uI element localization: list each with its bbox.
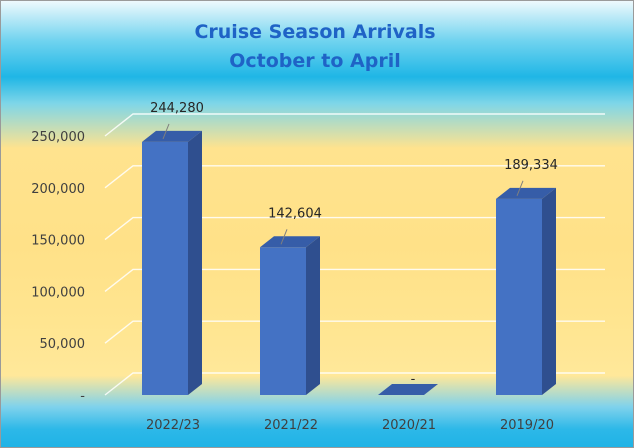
bar-2022-23: [142, 130, 202, 396]
y-axis-ticks: - 50,000 100,000 150,000 200,000 250,000: [31, 130, 85, 404]
y-tick-label: 50,000: [40, 337, 86, 352]
bar-side: [188, 130, 202, 396]
chart-subtitle: October to April: [229, 50, 400, 72]
gridline: [104, 113, 605, 137]
x-axis-ticks: 2022/23 2021/22 2020/21 2019/20: [146, 418, 554, 433]
gridline: [104, 268, 605, 292]
y-tick-label: 100,000: [31, 285, 85, 300]
data-label: 189,334: [504, 158, 558, 173]
data-label: 244,280: [150, 101, 204, 116]
bar-front: [496, 198, 542, 395]
bars: [142, 130, 556, 396]
gridlines: [104, 113, 605, 396]
gridline: [104, 372, 605, 396]
x-tick-label: 2021/22: [264, 418, 318, 433]
leader-line: [162, 123, 170, 140]
gridline: [104, 165, 605, 189]
bar-front: [260, 247, 306, 395]
leader-line: [280, 229, 288, 245]
data-label: 142,604: [268, 206, 322, 221]
bar-2019-20: [496, 187, 556, 395]
bar-2020-21: [378, 384, 438, 395]
x-tick-label: 2020/21: [382, 418, 436, 433]
data-label: -: [411, 372, 416, 387]
chart-title: Cruise Season Arrivals: [194, 21, 435, 43]
data-labels: 244,280 142,604 - 189,334: [150, 101, 558, 387]
bar-2021-22: [260, 236, 320, 395]
bar-top: [260, 236, 320, 248]
x-tick-label: 2019/20: [500, 418, 554, 433]
x-tick-label: 2022/23: [146, 418, 200, 433]
bar-top: [496, 187, 556, 199]
y-tick-label: 200,000: [31, 182, 85, 197]
gridline: [104, 216, 605, 241]
bar-side: [306, 236, 320, 395]
bar-top: [142, 130, 202, 142]
leader-line: [516, 180, 524, 197]
gridline: [104, 320, 605, 344]
y-tick-label: 250,000: [31, 130, 85, 145]
bar-side: [542, 187, 556, 395]
y-tick-label: 150,000: [31, 234, 85, 249]
bar-top: [378, 384, 438, 395]
y-tick-label: -: [80, 389, 85, 404]
bar-front: [142, 141, 188, 395]
